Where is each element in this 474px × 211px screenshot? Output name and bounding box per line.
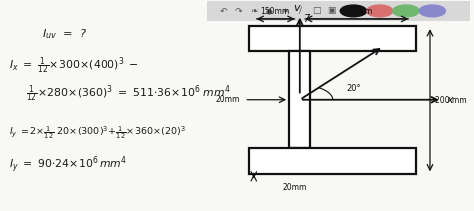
Text: v: v	[293, 3, 300, 13]
Text: x: x	[447, 95, 453, 105]
Text: $I_x\ =\ \frac{1}{12}\!\times\!300\!\times\!(400)^3\ -$: $I_x\ =\ \frac{1}{12}\!\times\!300\!\tim…	[9, 55, 139, 77]
Text: 150mm: 150mm	[260, 7, 289, 16]
Text: ∕: ∕	[299, 6, 302, 15]
Text: $I_y\ =\ 90{\cdot}24\!\times\!10^6\!\ mm^4$: $I_y\ =\ 90{\cdot}24\!\times\!10^6\!\ mm…	[9, 154, 128, 175]
Text: 20mm: 20mm	[215, 95, 240, 104]
Text: □: □	[312, 6, 320, 15]
Text: ↶: ↶	[219, 6, 227, 15]
Text: 200 mm: 200 mm	[435, 96, 466, 105]
Text: ▣: ▣	[328, 6, 336, 15]
Circle shape	[419, 5, 446, 17]
Bar	[207, 1, 470, 21]
Text: $I_y\ =\!2\!\times\!\frac{1}{12}\ 20\!\times\!(300)^3\!+\!\frac{1}{12}\!\times\!: $I_y\ =\!2\!\times\!\frac{1}{12}\ 20\!\t…	[9, 124, 186, 141]
Text: $\frac{1}{12}\!\times\!280\!\times\!(360)^3\ =\ 511{\cdot}36\!\times\!10^6\ mm^4: $\frac{1}{12}\!\times\!280\!\times\!(360…	[26, 84, 231, 105]
Text: 20°: 20°	[347, 84, 362, 93]
Text: ✶: ✶	[282, 6, 289, 15]
Circle shape	[340, 5, 366, 17]
Circle shape	[393, 5, 419, 17]
Text: ◆: ◆	[266, 6, 273, 15]
Bar	[289, 51, 310, 148]
Bar	[249, 148, 416, 174]
Text: ❧: ❧	[250, 6, 258, 15]
Bar	[249, 26, 416, 51]
Circle shape	[366, 5, 393, 17]
Text: $I_{uv}$  =  ?: $I_{uv}$ = ?	[42, 27, 88, 41]
Text: 150mm: 150mm	[343, 7, 373, 16]
Text: ↷: ↷	[235, 6, 243, 15]
Text: y: y	[388, 40, 395, 50]
Text: 7: 7	[303, 14, 310, 24]
Text: 20mm: 20mm	[283, 183, 307, 192]
